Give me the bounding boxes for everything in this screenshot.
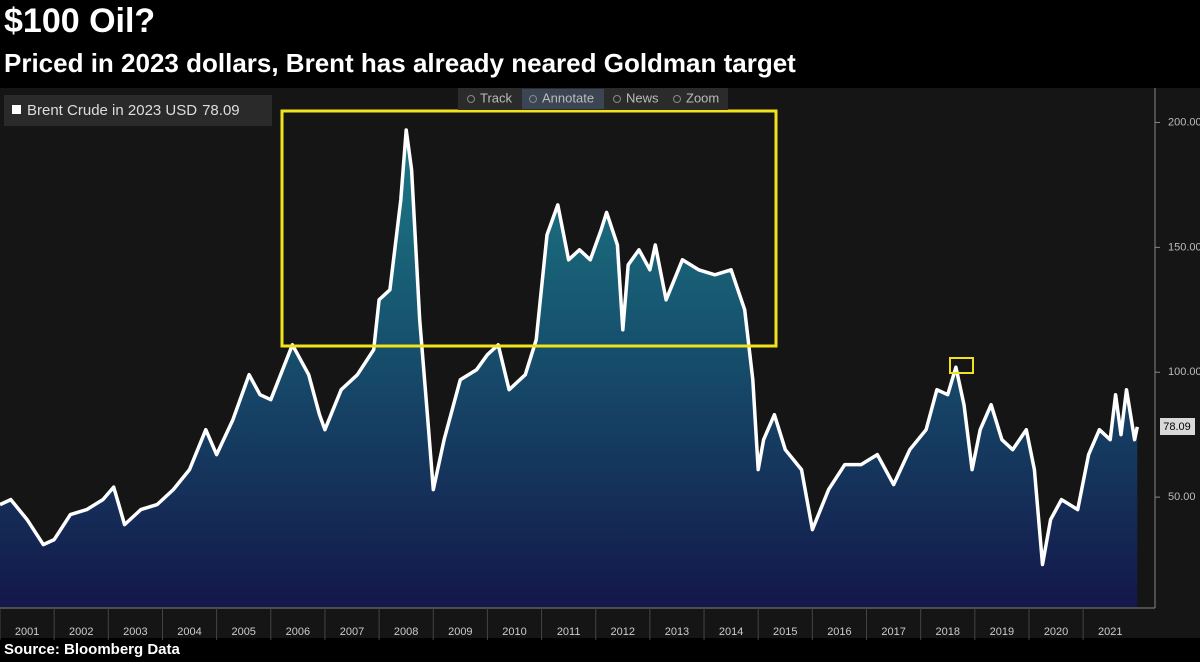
toolbar-active [522,89,604,109]
y-tick-label: 150.00 [1168,241,1200,253]
x-tick-label: 2004 [177,626,201,638]
y-tick-label: 200.00 [1168,116,1200,128]
x-tick-label: 2015 [773,626,797,638]
legend-background [4,95,272,126]
toolbar-icon [613,95,621,103]
plot [0,128,1140,607]
x-tick-label: 2010 [502,626,526,638]
legend: Brent Crude in 2023 USD 78.09 [4,95,272,126]
x-tick-label: 2007 [340,626,364,638]
source-note: Source: Bloomberg Data [4,641,181,658]
x-tick-label: 2013 [665,626,689,638]
x-tick-label: 2020 [1044,626,1068,638]
footer-background [0,640,1200,662]
last-value-label: 78.09 [1163,421,1191,433]
x-tick-label: 2014 [719,626,743,638]
x-tick-label: 2001 [15,626,39,638]
chart-subtitle: Priced in 2023 dollars, Brent has alread… [4,48,796,78]
x-tick-label: 2003 [123,626,147,638]
y-tick-label: 100.00 [1168,366,1200,378]
x-tick-label: 2018 [936,626,960,638]
x-tick-label: 2016 [827,626,851,638]
toolbar-button[interactable]: Zoom [673,90,720,105]
toolbar-icon [673,95,681,103]
legend-label: Brent Crude in 2023 USD [27,102,197,119]
x-tick-label: 2002 [69,626,93,638]
toolbar-icon [529,95,537,103]
line [0,128,1140,567]
area [0,130,1138,607]
legend-swatch [12,105,21,114]
x-tick-label: 2008 [394,626,418,638]
toolbar-label[interactable]: Track [480,90,513,105]
toolbar-button[interactable]: Annotate [522,89,604,109]
x-tick-label: 2017 [881,626,905,638]
toolbar-label[interactable]: Annotate [542,90,594,105]
legend-value: 78.09 [202,102,240,119]
last-value-tag [1160,418,1195,435]
highlight-box [280,109,778,348]
x-tick-label: 2006 [286,626,310,638]
x-tick-label: 2011 [557,626,581,638]
toolbar-button[interactable]: News [613,90,660,105]
toolbar-button[interactable]: Track [467,90,513,105]
chart-title: $100 Oil? [4,2,155,40]
x-tick-label: 2005 [231,626,255,638]
toolbar: Track Annotate News Zoom [458,88,728,110]
toolbar-icon [467,95,475,103]
highlight-box [949,357,974,374]
x-tick-label: 2009 [448,626,472,638]
y-tick-label: 50.00 [1168,491,1196,503]
x-tick-label: 2021 [1098,626,1122,638]
toolbar-label[interactable]: Zoom [686,90,719,105]
toolbar-label[interactable]: News [626,90,659,105]
x-tick-label: 2012 [611,626,635,638]
x-tick-label: 2019 [990,626,1014,638]
